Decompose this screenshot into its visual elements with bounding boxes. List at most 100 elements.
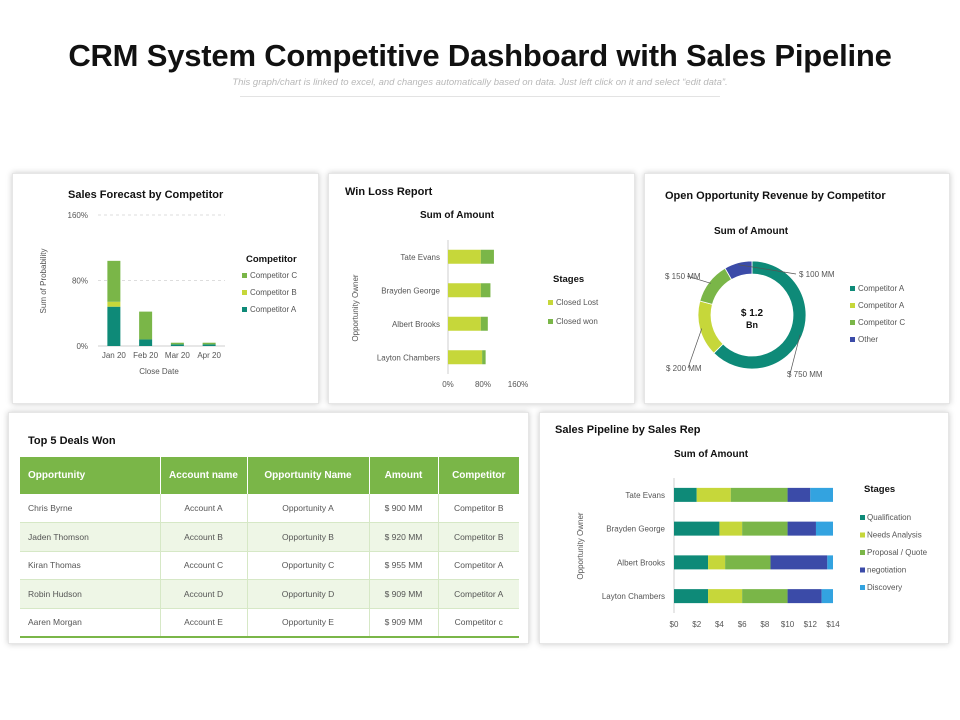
column-header[interactable]: Amount (369, 457, 439, 494)
cell-account: Account A (160, 494, 248, 524)
page-title: CRM System Competitive Dashboard with Sa… (68, 38, 892, 73)
bar-segment (674, 589, 709, 604)
slice-label: $ 200 MM (666, 364, 702, 373)
bar-segment (107, 301, 121, 307)
column-header[interactable]: Account name (160, 457, 248, 494)
legend-swatch (860, 550, 865, 555)
y-tick-label: Albert Brooks (392, 320, 440, 329)
donut-center-unit: Bn (746, 320, 758, 330)
x-tick-label: $0 (670, 620, 679, 629)
x-tick-label: $14 (826, 620, 840, 629)
column-header[interactable]: Opportunity (20, 457, 161, 494)
bar-segment (730, 487, 788, 502)
legend-swatch (548, 319, 553, 324)
bar-segment (448, 283, 481, 298)
bar-segment (821, 589, 833, 604)
sales-pipeline-chart: Sales Pipeline by Sales Rep Sum of Amoun… (555, 424, 928, 629)
table-header-row: Opportunity Account name Opportunity Nam… (20, 457, 519, 494)
bar-segment (139, 339, 153, 346)
title-divider (240, 96, 720, 97)
slice-label: $ 100 MM (799, 270, 835, 279)
slice-label: $ 750 MM (787, 370, 823, 379)
x-tick-label: $6 (738, 620, 747, 629)
cell-opportunity: Kiran Thomas (20, 551, 161, 581)
bar-segment (448, 249, 481, 264)
bar-segment (674, 487, 697, 502)
column-header[interactable]: Competitor (438, 457, 519, 494)
bar-segment (725, 555, 771, 570)
donut-slice (697, 300, 724, 354)
x-tick-label: Jan 20 (102, 351, 127, 360)
legend-swatch (860, 532, 865, 538)
sales-forecast-panel: Sales Forecast by Competitor 0% 80% 160% Ja… (12, 173, 319, 404)
cell-competitor: Competitor B (438, 522, 519, 552)
legend-title: Stages (553, 274, 584, 285)
legend-label: Competitor A (250, 305, 297, 314)
y-tick-label: Tate Evans (625, 491, 665, 500)
table-row[interactable]: Jaden Thomson Account B Opportunity B $ … (20, 522, 519, 552)
donut-center-value: $ 1.2 (741, 308, 764, 319)
x-tick-label: Apr 20 (197, 351, 221, 360)
slice-label: $ 150 MM (665, 272, 701, 281)
y-tick-label: 0% (76, 342, 88, 351)
y-axis-label: Sum of Probability (39, 249, 48, 314)
cell-amount: $ 909 MM (369, 608, 439, 638)
leader-line (738, 264, 797, 275)
cell-opportunity: Jaden Thomson (20, 522, 161, 552)
legend-swatch (850, 337, 855, 342)
bar-segment (696, 487, 731, 502)
bar-segment (708, 589, 743, 604)
bar-segment (708, 555, 726, 570)
open-opportunity-chart: Open Opportunity Revenue by Competitor S… (665, 190, 905, 379)
chart-title: Open Opportunity Revenue by Competitor (665, 190, 886, 202)
cell-opportunity-name: Opportunity B (247, 522, 370, 552)
cell-opportunity: Chris Byrne (20, 494, 161, 524)
cell-competitor: Competitor A (438, 579, 519, 609)
column-header[interactable]: Opportunity Name (247, 457, 370, 494)
legend-swatch (850, 320, 855, 325)
cell-amount: $ 909 MM (369, 579, 439, 609)
bar-segment (107, 260, 121, 302)
bar-segment (827, 555, 833, 570)
open-opportunity-panel: Open Opportunity Revenue by Competitor S… (644, 173, 950, 404)
bar-segment (170, 342, 184, 345)
cell-opportunity-name: Opportunity D (247, 579, 370, 609)
legend-label: Competitor A (858, 301, 905, 310)
chart-subtitle: Sum of Amount (714, 226, 789, 237)
bar-segment (202, 344, 216, 346)
cell-amount: $ 955 MM (369, 551, 439, 581)
legend-swatch (850, 303, 855, 308)
legend-label: Competitor B (250, 288, 297, 297)
cell-account: Account B (160, 522, 248, 552)
chart-title: Sales Pipeline by Sales Rep (555, 424, 701, 436)
cell-opportunity: Robin Hudson (20, 579, 161, 609)
cell-opportunity-name: Opportunity C (247, 551, 370, 581)
table-row[interactable]: Robin Hudson Account D Opportunity D $ 9… (20, 579, 519, 609)
bar-segment (787, 589, 822, 604)
cell-amount: $ 920 MM (369, 522, 439, 552)
legend-title: Competitor (246, 254, 297, 265)
legend-swatch (242, 307, 247, 312)
y-axis-label: Opportunity Owner (351, 274, 360, 341)
y-axis-label: Opportunity Owner (576, 512, 585, 579)
legend-label: negotiation (867, 566, 906, 575)
x-tick-label: Mar 20 (165, 351, 190, 360)
table-row[interactable]: Aaren Morgan Account E Opportunity E $ 9… (20, 608, 519, 638)
x-tick-label: $4 (715, 620, 724, 629)
legend-swatch (548, 300, 553, 305)
table-row[interactable]: Kiran Thomas Account C Opportunity C $ 9… (20, 551, 519, 581)
bar-segment (480, 283, 491, 298)
x-tick-label: $12 (804, 620, 818, 629)
table-row[interactable]: Chris Byrne Account A Opportunity A $ 90… (20, 494, 519, 524)
x-tick-label: $10 (781, 620, 795, 629)
bar-segment (674, 521, 720, 536)
y-tick-label: 80% (72, 277, 88, 286)
legend-swatch (860, 567, 865, 573)
bar-segment (787, 487, 811, 502)
x-tick-label: 80% (475, 380, 491, 389)
y-tick-label: Brayden George (381, 286, 440, 295)
bar-segment (480, 316, 488, 331)
y-tick-label: Tate Evans (400, 253, 440, 262)
deals-table: Opportunity Account name Opportunity Nam… (20, 457, 519, 638)
cell-account: Account C (160, 551, 248, 581)
